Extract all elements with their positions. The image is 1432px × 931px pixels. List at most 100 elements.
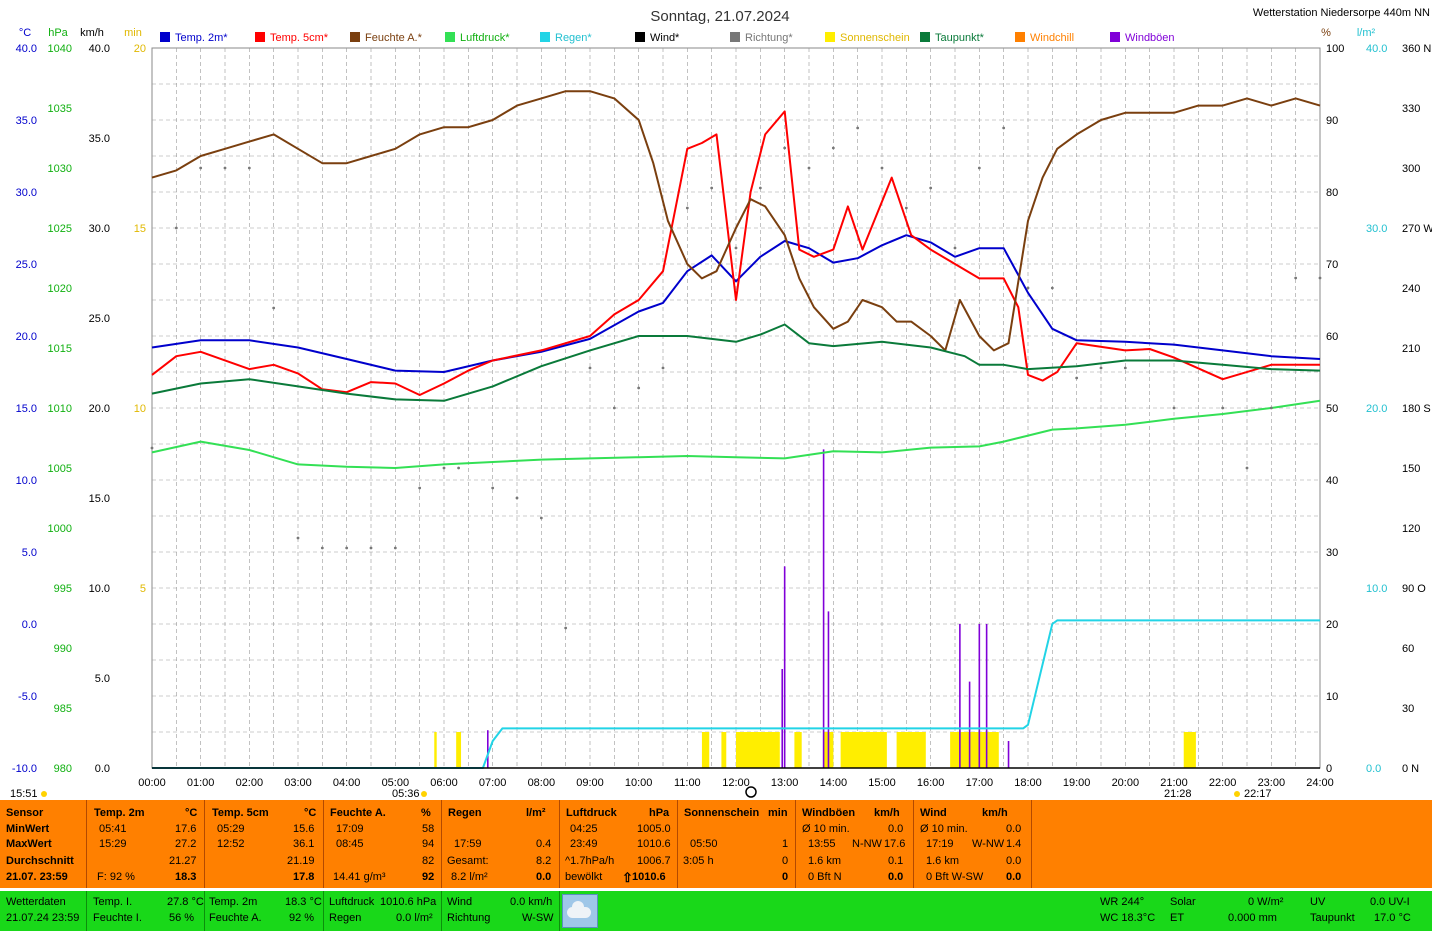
series-line: [152, 619, 1320, 769]
direction-point: [1245, 466, 1249, 470]
current-dew: 17.0 °C: [1374, 912, 1411, 924]
wind-tick-label: 15.0: [89, 493, 110, 505]
direction-point: [953, 246, 957, 250]
direction-point: [880, 166, 884, 170]
legend-label: Regen*: [555, 32, 592, 44]
stats-temp2m-avg: 21.27: [169, 855, 197, 867]
stats-pressure-max: 1010.6: [637, 838, 671, 850]
time-tick-label: 10:00: [625, 777, 653, 789]
time-tick-label: 14:00: [820, 777, 848, 789]
direction-point: [734, 246, 738, 250]
direction-point: [831, 146, 835, 150]
stats-gusts-r2: 17.6: [884, 838, 906, 850]
stats-sunshine-total-val: 0: [782, 855, 789, 867]
direction-tick-label: 120: [1402, 523, 1420, 535]
stats-humidity-abs: 14.41 g/m³: [333, 871, 386, 883]
pressure-tick-label: 990: [54, 643, 72, 655]
stats-temp5cm-avg: 21.19: [287, 855, 315, 867]
pressure-tick-label: 1040: [48, 43, 72, 55]
current-temp-i-label: Temp. I.: [93, 896, 133, 908]
stats-sunshine-title: Sonnenschein: [684, 807, 760, 819]
time-tick-label: 04:00: [333, 777, 361, 789]
legend-item: Luftdruck*: [445, 32, 510, 44]
direction-point: [150, 446, 154, 450]
moonrise-time: 21:28: [1164, 788, 1192, 800]
current-rain: 0.0 l/m²: [396, 912, 433, 924]
sunshine-bar: [896, 732, 926, 768]
current-pressure: 1010.6 hPa: [380, 896, 437, 908]
humidity-tick-label: 0: [1326, 763, 1332, 775]
stats-pressure-current: 1010.6: [632, 871, 666, 883]
stats-sunshine-total: 3:05 h: [683, 855, 714, 867]
time-tick-label: 11:00: [674, 777, 701, 789]
direction-point: [1172, 406, 1176, 410]
stats-temp2m-min: 17.6: [175, 823, 197, 835]
series-line: [151, 323, 1321, 402]
time-tick-label: 15:00: [868, 777, 896, 789]
pressure-unit: hPa: [48, 27, 68, 39]
stats-temp2m-max: 27.2: [175, 838, 197, 850]
direction-tick-label: 60: [1402, 643, 1414, 655]
humidity-tick-label: 20: [1326, 619, 1338, 631]
rain-unit: l/m²: [1357, 27, 1376, 39]
series-line: [151, 90, 1321, 352]
direction-point: [199, 166, 203, 170]
legend-swatch: [730, 32, 740, 42]
series-lines: [150, 90, 1322, 769]
series-line: [151, 110, 1320, 396]
time-tick-label: 16:00: [917, 777, 945, 789]
legend-item: Temp. 2m*: [160, 32, 228, 44]
sunset-time: 22:17: [1244, 788, 1272, 800]
sunshine-bars: [434, 732, 1196, 768]
temp-unit: °C: [19, 27, 31, 39]
direction-point: [758, 186, 762, 190]
axis-units: °C hPa km/h min % l/m²: [19, 27, 1376, 39]
direction-point: [247, 166, 251, 170]
stats-rain-total-label: Gesamt:: [447, 855, 489, 867]
direction-point: [856, 126, 860, 130]
cloudy-weather-icon: [562, 894, 598, 928]
legend-swatch: [635, 32, 645, 42]
gust-bars: [486, 449, 1010, 768]
current-et: 0.000 mm: [1228, 912, 1277, 924]
time-tick-label: 05:00: [382, 777, 410, 789]
legend-swatch: [1110, 32, 1120, 42]
current-outdoor: Temp. 2m 18.3 °C Feuchte A. 92 %: [205, 891, 324, 931]
stats-temp2m: Temp. 2m °C 05:41 17.6 15:29 27.2 21.27 …: [87, 800, 205, 888]
current-pressure-label: Luftdruck: [329, 896, 375, 908]
pressure-tick-label: 980: [54, 763, 72, 775]
moon-icon: [745, 786, 757, 798]
sunrise-time: 05:36: [392, 788, 420, 800]
stats-sensor-title: Sensor: [6, 807, 44, 819]
direction-point: [661, 366, 665, 370]
humidity-unit: %: [1321, 27, 1331, 39]
sunshine-bar: [701, 732, 710, 768]
legend-swatch: [160, 32, 170, 42]
sunshine-bar: [736, 732, 780, 768]
direction-point: [612, 406, 616, 410]
stats-wind-r1-label: Ø 10 min.: [920, 823, 968, 835]
direction-point: [1318, 276, 1322, 280]
current-wind-label: Wind: [447, 896, 473, 908]
time-tick-label: 01:00: [187, 777, 215, 789]
legend-item: Temp. 5cm*: [255, 32, 329, 44]
temp-tick-label: -10.0: [12, 763, 37, 775]
direction-point: [272, 306, 276, 310]
humidity-tick-label: 60: [1326, 331, 1338, 343]
wind-unit: km/h: [80, 27, 104, 39]
stats-temp5cm-max-time: 12:52: [217, 838, 245, 850]
stats-wind-r4: 0.0: [1006, 871, 1022, 883]
direction-tick-label: 150: [1402, 463, 1420, 475]
stats-wind-title: Wind: [920, 807, 947, 819]
current-uv-label: UV: [1310, 896, 1326, 908]
time-tick-label: 09:00: [576, 777, 604, 789]
direction-tick-label: 270 W: [1402, 223, 1432, 235]
stats-humidity-max-time: 08:45: [336, 838, 364, 850]
pressure-tick-label: 1010: [48, 403, 72, 415]
stats-wind-r2: 1.4: [1006, 838, 1022, 850]
wind-tick-label: 5.0: [95, 673, 110, 685]
legend-item: Windböen: [1110, 32, 1175, 44]
wind-tick-label: 35.0: [89, 133, 110, 145]
stats-gusts-r1-label: Ø 10 min.: [802, 823, 850, 835]
legend-swatch: [1015, 32, 1025, 42]
